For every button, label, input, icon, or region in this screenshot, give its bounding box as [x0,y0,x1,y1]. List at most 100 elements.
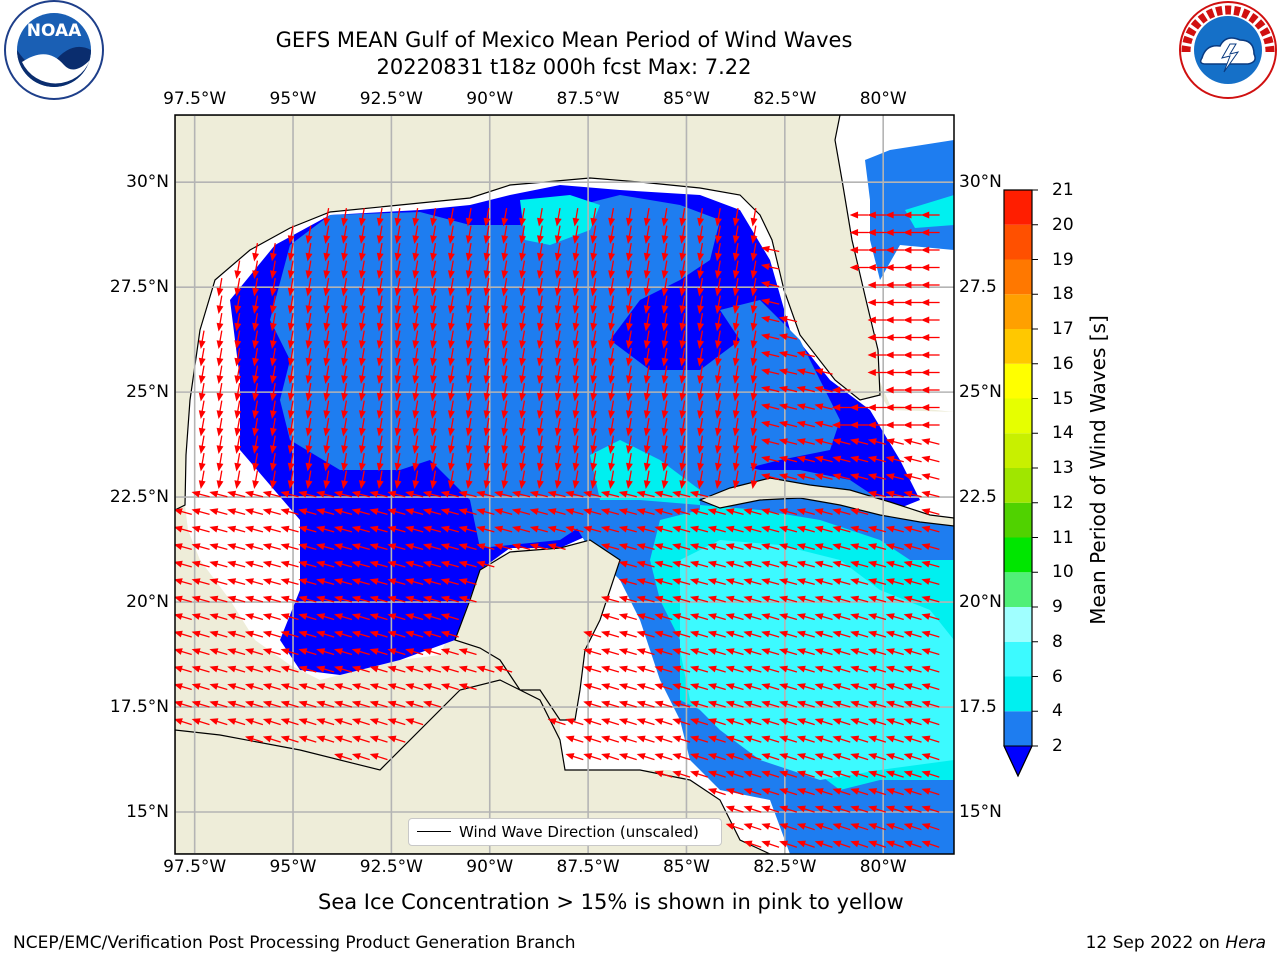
wave-arrowhead [697,392,705,402]
wave-arrowhead [796,595,806,603]
wave-arrowhead [440,613,450,620]
wave-arrowhead [625,270,633,280]
wave-arrowhead [298,613,308,620]
wave-arrowhead [903,525,913,533]
legend-line-sample [417,831,451,832]
wave-arrowhead [867,229,876,236]
wave-arrowhead [209,490,219,498]
wave-arrowhead [697,305,705,315]
wave-arrowhead [707,648,717,655]
wave-arrowhead [465,427,473,437]
wave-arrowhead [280,683,290,690]
wave-arrowhead [885,665,895,673]
wave-arrowhead [761,560,771,568]
wave-arrowhead [287,392,295,402]
wave-arrowhead [227,683,237,690]
wave-arrowhead [209,630,219,638]
wave-arrowhead [600,490,610,498]
wave-arrowhead [405,683,415,690]
wave-arrowhead [725,595,735,603]
wave-arrowhead [216,322,224,332]
wave-arrowhead [743,718,753,725]
lat-tick-left: 27.5°N [109,277,169,298]
wave-arrowhead [572,340,580,350]
wave-arrowhead [430,445,438,455]
wave-arrowhead [654,613,664,620]
wave-arrowhead [351,490,361,498]
wave-arrowhead [351,665,361,673]
wave-arrowhead [376,462,384,472]
wave-arrowhead [423,700,433,708]
wave-arrowhead [191,578,201,585]
wave-arrowhead [679,480,687,490]
wave-arrowhead [714,305,722,315]
wave-arrowhead [583,525,593,533]
wave-arrowhead [583,735,593,743]
wave-arrowhead [262,595,272,603]
wave-arrowhead [672,560,682,568]
wave-arrowhead [287,340,295,350]
wave-arrowhead [618,735,628,743]
wave-arrowhead [244,543,254,550]
wave-arrowhead [643,217,651,227]
wave-arrowhead [725,648,735,655]
wave-arrowhead [483,270,491,280]
wave-arrowhead [732,462,740,472]
wave-arrowhead [903,665,913,673]
wave-arrowhead [779,753,789,760]
wave-arrowhead [358,235,366,245]
wave-arrowhead [921,613,931,620]
wave-arrowhead [333,508,343,515]
wave-arrowhead [643,427,651,437]
wave-arrowhead [618,560,628,568]
wave-arrowhead [387,595,397,603]
wave-arrowhead [269,305,277,315]
wave-arrowhead [590,462,598,472]
wave-arrowhead [305,270,313,280]
wave-arrowhead [850,473,860,481]
wave-arrowhead [447,340,455,350]
wave-arrowhead [227,578,237,585]
wave-arrowhead [867,595,877,603]
wave-arrowhead [351,735,361,743]
wave-arrowhead [618,543,628,550]
wave-arrowhead [779,735,789,743]
wave-arrowhead [465,375,473,385]
wave-arrowhead [672,630,682,638]
wave-arrowhead [778,350,788,358]
wave-arrowhead [394,305,402,315]
wave-arrowhead [216,445,224,455]
wave-arrowhead [814,788,824,795]
wave-arrowhead [440,683,450,690]
wave-arrowhead [643,322,651,332]
wave-arrowhead [376,427,384,437]
wave-arrowhead [690,700,700,708]
wave-arrowhead [458,525,468,533]
wave-arrowhead [850,560,860,568]
wave-arrowhead [868,753,878,760]
wave-arrowhead [921,805,931,813]
wave-arrowhead [867,560,877,568]
wave-arrowhead [885,369,894,376]
wave-arrowhead [867,264,876,271]
wave-arrowhead [867,299,876,306]
wave-arrowhead [358,305,366,315]
wave-arrowhead [405,630,415,638]
wave-arrowhead [679,235,687,245]
wave-arrowhead [536,305,544,315]
wave-arrowhead [850,525,860,533]
wave-arrowhead [440,525,450,533]
wave-arrowhead [351,508,361,515]
wave-arrowhead [600,595,610,603]
wave-arrowhead [369,525,379,533]
wave-arrowhead [832,473,842,481]
wave-arrowhead [341,217,349,227]
wave-arrowhead [458,648,468,655]
wave-arrowhead [305,357,313,367]
colorbar-tick-label: 8 [1052,631,1063,652]
wave-arrowhead [191,683,201,690]
wave-arrowhead [333,525,343,533]
wave-arrowhead [554,217,562,227]
footer-date-text: 12 Sep 2022 on [1085,933,1226,953]
wave-arrowhead [316,543,326,550]
